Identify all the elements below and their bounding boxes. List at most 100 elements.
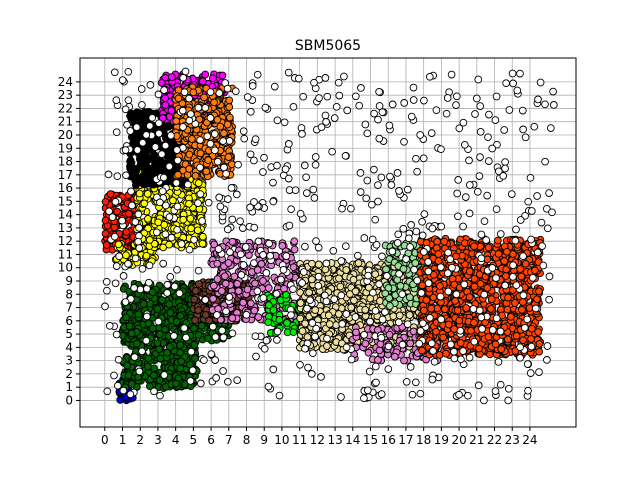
data-point: [484, 333, 493, 341]
data-point: [165, 300, 174, 309]
data-point: [440, 237, 449, 246]
data-point: [140, 199, 149, 208]
data-point: [191, 354, 199, 363]
data-point: [332, 321, 340, 329]
data-point: [390, 352, 399, 361]
data-point: [455, 316, 464, 325]
data-point: [364, 348, 373, 357]
data-point: [519, 298, 527, 306]
data-point: [432, 327, 440, 336]
data-point: [308, 259, 316, 268]
data-point: [484, 243, 493, 252]
data-point: [507, 312, 515, 321]
data-point: [494, 236, 502, 245]
data-point: [143, 178, 152, 186]
data-point: [193, 226, 202, 235]
data-point: [194, 179, 203, 187]
data-point: [517, 272, 526, 281]
chart-title: SBM5065: [295, 38, 361, 54]
data-point: [500, 257, 509, 265]
data-point: [436, 282, 444, 290]
data-point: [453, 306, 462, 315]
data-point: [213, 259, 222, 268]
data-point: [114, 240, 123, 249]
data-point: [167, 106, 176, 115]
data-point: [154, 218, 163, 227]
data-point: [243, 285, 252, 294]
data-point: [224, 153, 233, 161]
data-point: [298, 327, 307, 335]
data-point: [139, 300, 148, 308]
data-point: [153, 305, 162, 313]
data-point: [342, 266, 351, 274]
data-point: [361, 305, 370, 314]
data-point: [194, 306, 203, 314]
data-point: [354, 259, 363, 267]
data-point: [146, 299, 154, 308]
data-point: [264, 284, 273, 292]
data-point: [405, 293, 414, 302]
data-point: [234, 287, 243, 295]
data-point: [334, 310, 343, 318]
data-point: [385, 330, 394, 339]
data-point: [434, 250, 443, 258]
data-point: [176, 364, 185, 373]
data-point: [314, 260, 323, 269]
data-point: [247, 299, 255, 308]
data-point: [220, 129, 228, 138]
data-point: [389, 312, 398, 321]
data-point: [433, 237, 442, 246]
data-point: [476, 279, 485, 288]
data-point: [101, 229, 110, 238]
data-point: [371, 270, 380, 279]
data-point: [134, 310, 143, 319]
data-point: [308, 275, 316, 284]
data-point: [375, 346, 384, 355]
data-point: [195, 280, 203, 288]
data-point: [135, 189, 144, 198]
data-point: [296, 299, 305, 307]
data-point: [125, 322, 134, 330]
data-point: [190, 341, 199, 349]
data-point: [230, 272, 239, 281]
data-point: [251, 279, 259, 288]
data-point: [225, 113, 234, 122]
data-point: [101, 216, 110, 225]
data-point: [169, 196, 177, 205]
data-point: [487, 295, 496, 304]
data-point: [223, 120, 232, 129]
data-point: [324, 311, 333, 320]
data-point: [210, 98, 218, 107]
data-point: [161, 94, 169, 103]
data-point: [351, 287, 360, 296]
data-point: [177, 357, 186, 366]
data-point: [145, 236, 154, 244]
data-point: [352, 328, 360, 337]
data-point: [289, 263, 298, 272]
data-point: [325, 320, 334, 328]
data-point: [439, 333, 448, 342]
data-point: [465, 293, 474, 301]
data-point: [185, 150, 194, 159]
data-point: [168, 73, 176, 81]
data-point: [467, 326, 475, 335]
data-point: [209, 294, 217, 303]
data-point: [503, 305, 512, 314]
data-point: [131, 171, 140, 179]
data-point: [311, 306, 320, 314]
data-point: [228, 314, 237, 322]
data-point: [225, 103, 234, 111]
data-point: [250, 306, 259, 315]
data-point: [174, 94, 183, 103]
data-point: [504, 335, 512, 344]
data-point: [396, 282, 405, 290]
data-point: [174, 170, 182, 179]
data-point: [134, 112, 143, 121]
data-point: [283, 319, 291, 327]
data-point: [149, 324, 157, 333]
data-point: [470, 274, 479, 283]
data-point: [491, 340, 500, 349]
data-point: [336, 282, 345, 291]
data-point: [535, 287, 543, 296]
data-point: [161, 101, 170, 109]
